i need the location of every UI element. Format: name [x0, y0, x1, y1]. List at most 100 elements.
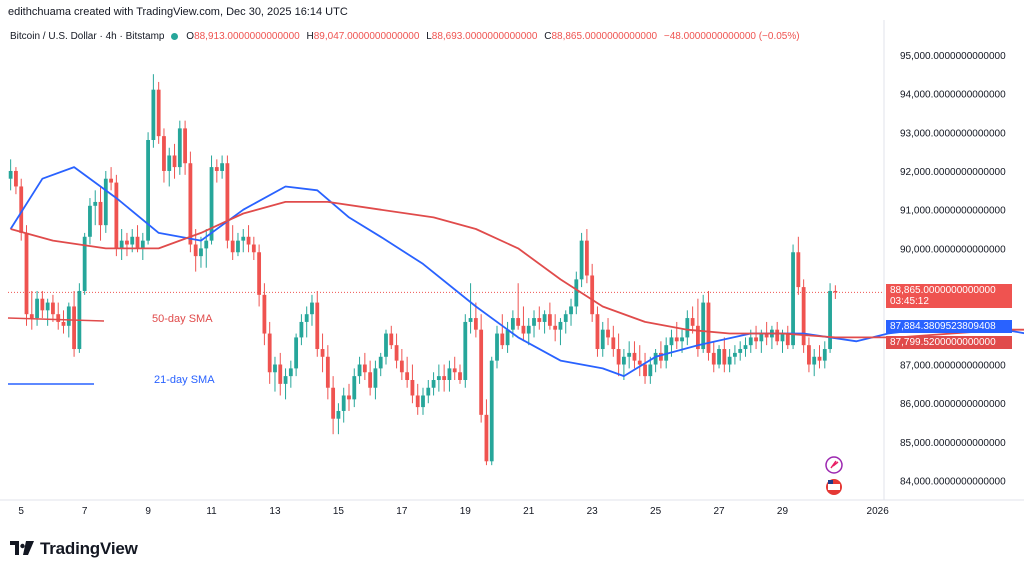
- candle-body: [421, 395, 425, 408]
- x-tick-label: 15: [333, 506, 345, 517]
- candle-body: [727, 356, 732, 365]
- candle-body: [489, 360, 494, 462]
- candle-body: [468, 318, 473, 322]
- candle-body: [257, 252, 262, 295]
- sma21-line: [9, 166, 1024, 377]
- candle-body: [29, 314, 34, 319]
- candle-body: [558, 321, 563, 330]
- candle-body: [648, 364, 653, 377]
- candle-body: [347, 395, 351, 400]
- candle-body: [722, 349, 727, 365]
- candle-body: [495, 333, 499, 361]
- candle-body: [357, 364, 362, 377]
- candle-body: [119, 240, 124, 249]
- candle-body: [373, 368, 378, 388]
- candle-body: [574, 279, 579, 307]
- candle-body: [426, 387, 431, 396]
- y-tick-label: 95,000.0000000000000: [900, 51, 1006, 62]
- tradingview-logo-icon: [10, 541, 34, 555]
- candle-body: [828, 290, 832, 350]
- candle-body: [98, 201, 103, 226]
- candle-body: [537, 318, 542, 322]
- candle-body: [579, 240, 584, 280]
- candle-body: [288, 368, 293, 377]
- candle-body: [146, 140, 150, 241]
- y-tick-label: 91,000.0000000000000: [900, 206, 1006, 217]
- x-tick-label: 5: [18, 506, 24, 517]
- candle-body: [262, 294, 267, 334]
- candle-body: [273, 364, 277, 373]
- candle-body: [764, 333, 769, 338]
- candle-body: [278, 364, 283, 384]
- candle-body: [331, 387, 336, 419]
- price-axis[interactable]: 95,000.0000000000000 94,000.0000000000000…: [900, 51, 1006, 488]
- candle-body: [82, 236, 87, 291]
- y-tick-label: 84,000.0000000000000: [900, 477, 1006, 488]
- time-axis[interactable]: 5 7 9 11 13 15 17 19 21 23 25 27 29 2026: [18, 506, 889, 517]
- candle-body: [632, 352, 637, 361]
- x-tick-label: 13: [269, 506, 281, 517]
- tradingview-logo[interactable]: TradingView: [10, 539, 138, 559]
- open-value: 88,913.0000000000000: [194, 31, 300, 42]
- candle-body: [431, 380, 436, 388]
- y-tick-label: 94,000.0000000000000: [900, 90, 1006, 101]
- candle-body: [172, 155, 177, 168]
- candle-body: [754, 337, 758, 342]
- candle-body: [801, 287, 806, 346]
- candle-body: [188, 163, 193, 245]
- candle-body: [516, 318, 521, 326]
- candle-body: [473, 318, 478, 330]
- candle-body: [563, 314, 568, 322]
- candle-body: [109, 178, 113, 183]
- alert-icon-bolt: [830, 460, 839, 469]
- sma21-price-tag: 87,884.3809523809408: [886, 320, 1012, 333]
- candle-body: [199, 248, 203, 257]
- candle-body: [19, 186, 24, 233]
- candle-body: [415, 395, 420, 408]
- candle-body: [378, 356, 383, 369]
- candle-body: [463, 321, 468, 380]
- y-tick-label: 85,000.0000000000000: [900, 438, 1006, 449]
- last-price-tag: 88,865.0000000000000 03:45:12: [886, 284, 1012, 308]
- sma50-legend-line: [7, 317, 105, 322]
- x-tick-label: 7: [82, 506, 88, 517]
- y-tick-label: 87,000.0000000000000: [900, 361, 1006, 372]
- candle-body: [775, 329, 780, 342]
- countdown-value: 03:45:12: [890, 296, 929, 307]
- floating-icons[interactable]: [825, 456, 843, 495]
- candle-body: [72, 306, 76, 350]
- x-tick-label: 19: [460, 506, 472, 517]
- sma21-legend-label: 21-day SMA: [154, 374, 215, 386]
- candle-body: [643, 364, 647, 377]
- candle-body: [616, 349, 621, 365]
- candle-body: [553, 325, 558, 330]
- candle-body: [542, 314, 547, 322]
- candle-body: [690, 318, 695, 326]
- candle-body: [696, 325, 700, 350]
- low-value: 88,693.0000000000000: [431, 31, 538, 42]
- candle-body: [103, 178, 108, 226]
- candle-body: [341, 395, 346, 411]
- y-tick-label: 92,000.0000000000000: [900, 167, 1006, 178]
- candle-body: [717, 349, 721, 365]
- market-status-icon: [171, 32, 179, 40]
- candle-body: [590, 275, 595, 315]
- candle-body: [521, 325, 526, 334]
- candle-body: [680, 337, 684, 342]
- last-price-value: 88,865.0000000000000: [890, 285, 996, 296]
- candle-body: [458, 372, 462, 380]
- candle-body: [658, 352, 663, 361]
- candle-body: [140, 240, 145, 249]
- sma50-price-tag: 87,799.5200000000000: [886, 336, 1012, 349]
- candle-body: [294, 337, 299, 369]
- moving-averages: [9, 166, 1024, 377]
- candle-body: [505, 329, 510, 346]
- alert-icon[interactable]: [825, 456, 843, 474]
- tradingview-brand: TradingView: [40, 539, 138, 558]
- candle-body: [627, 352, 632, 357]
- candle-body: [780, 333, 785, 342]
- candle-body: [315, 302, 320, 350]
- candle-body: [56, 314, 61, 322]
- candle-body: [791, 252, 795, 346]
